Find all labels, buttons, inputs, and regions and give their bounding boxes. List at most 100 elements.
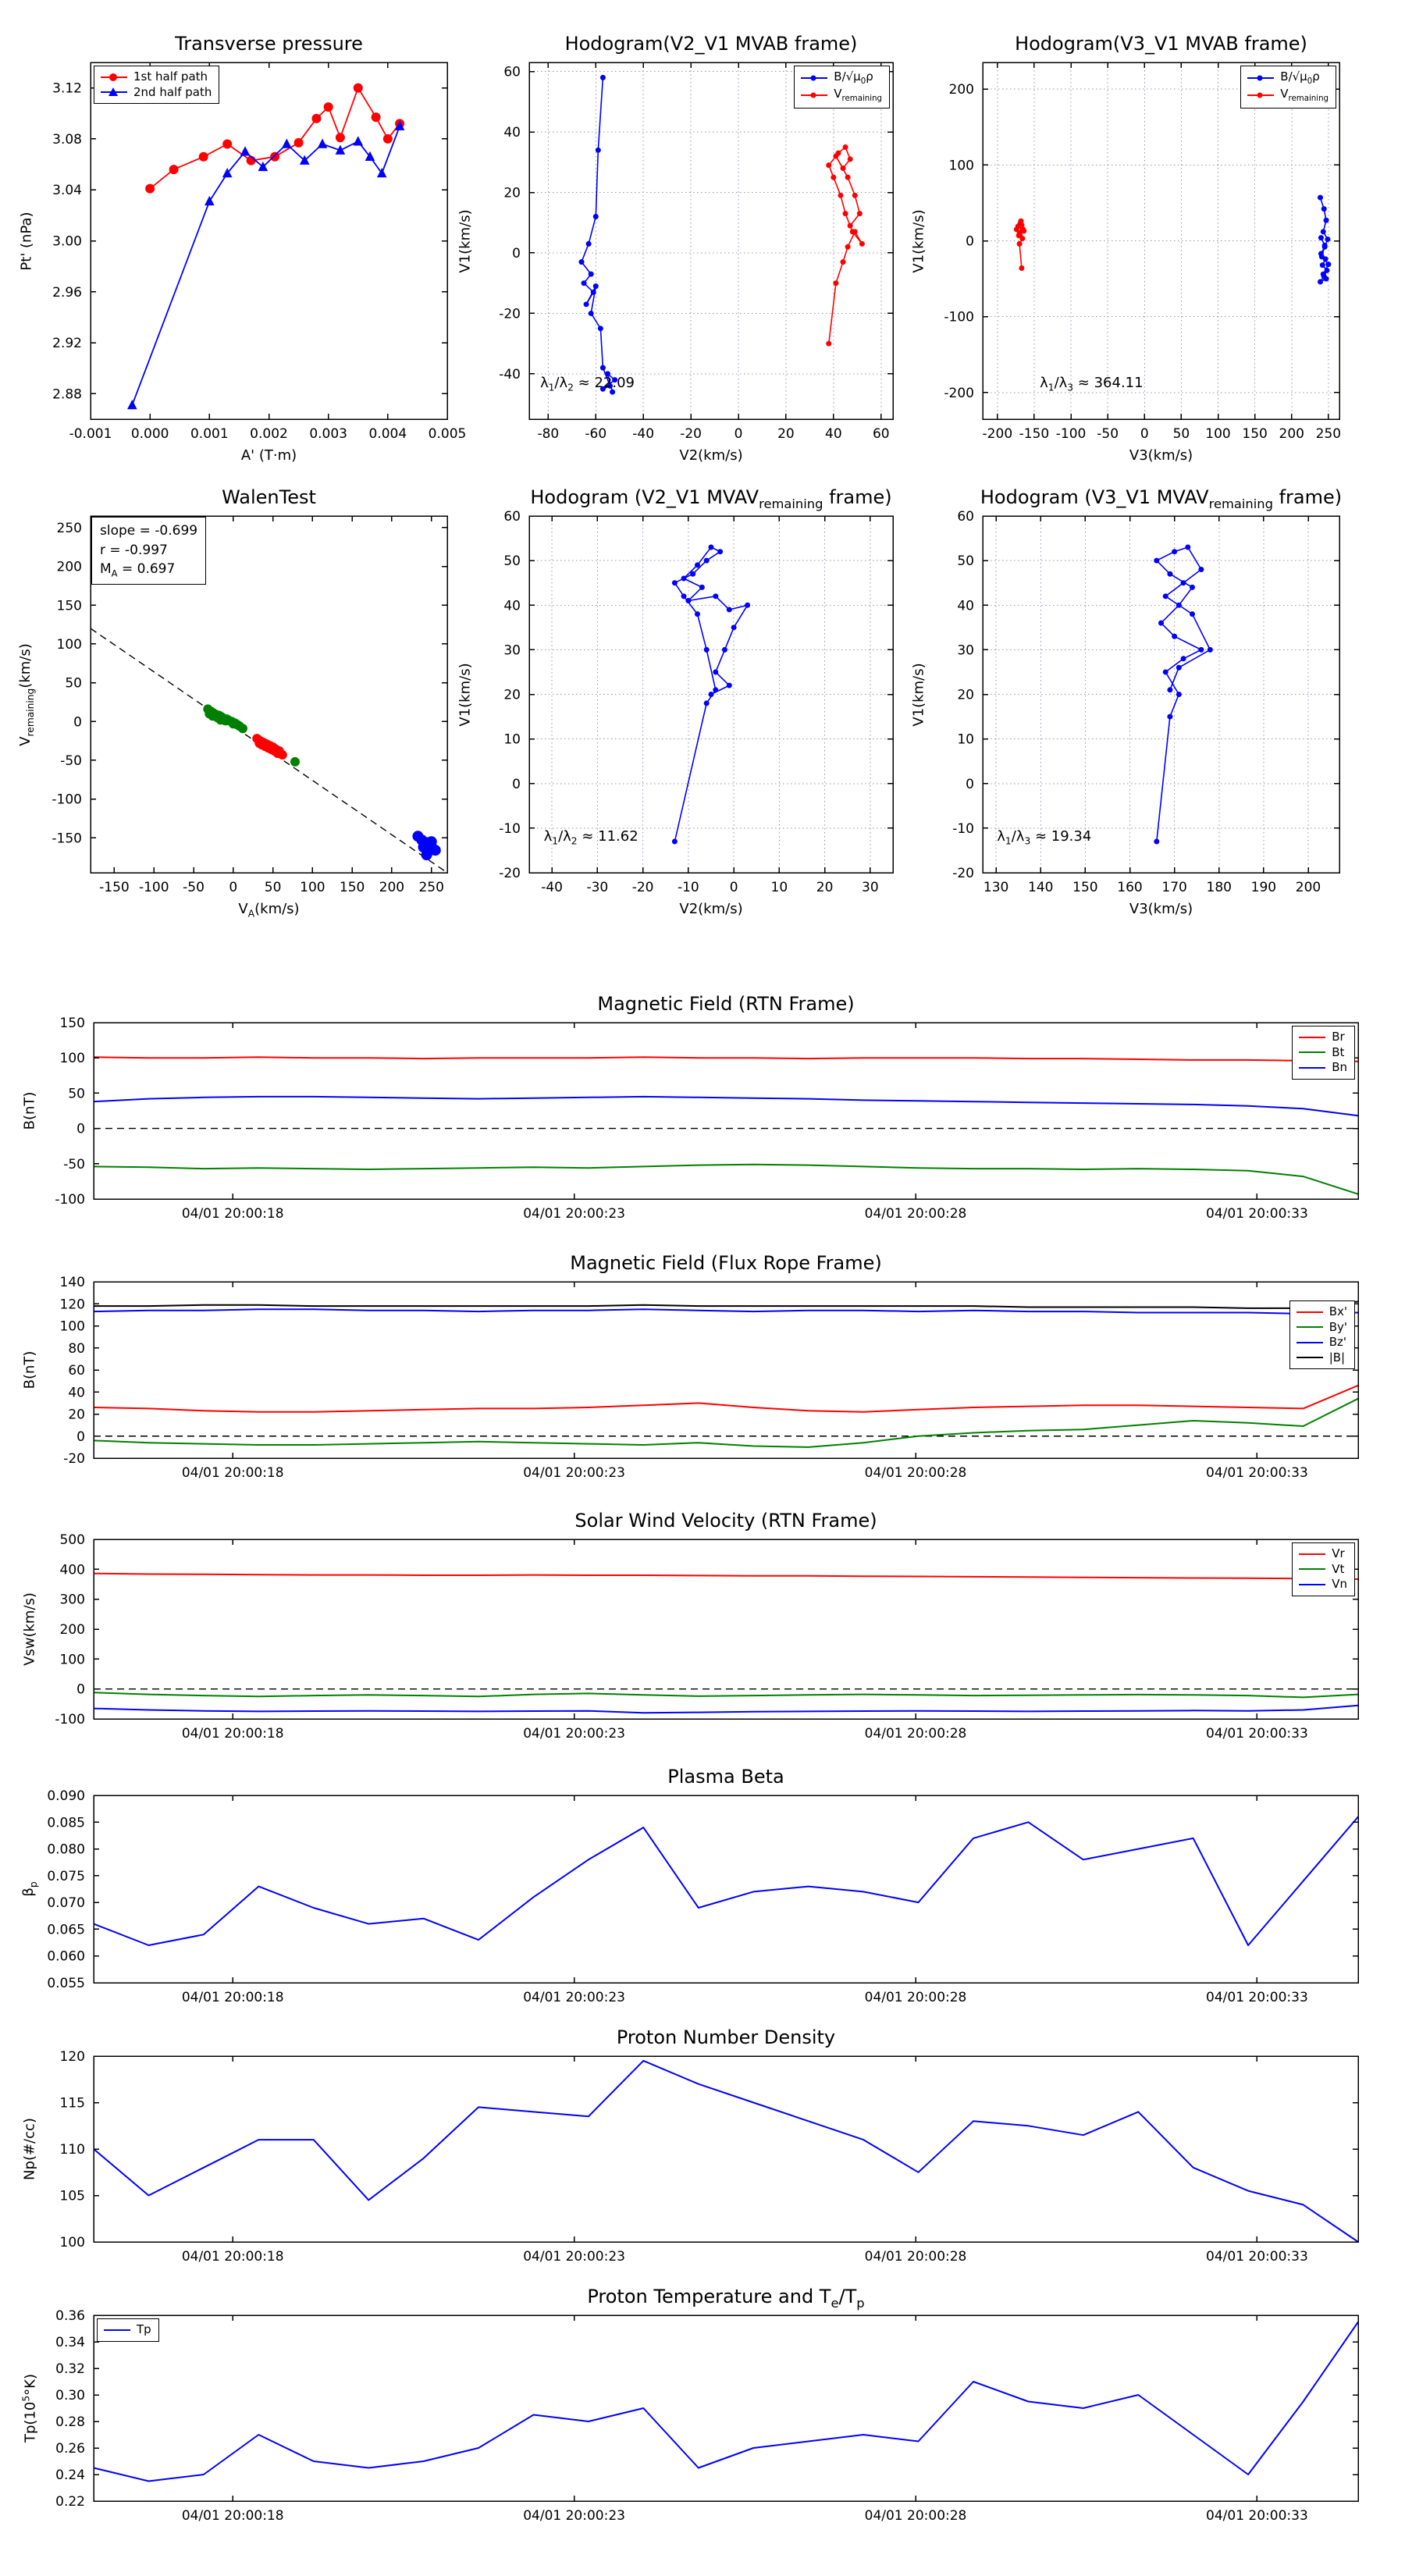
svg-text:-20: -20	[499, 306, 521, 322]
legend-line-icon	[1296, 1341, 1323, 1343]
series-second-half-path-markers	[127, 120, 405, 410]
legend-entry: 2nd half path	[99, 85, 212, 101]
axes-ticks: -200 -150 -100 -50 0 50 100 150 200 250 -200 -100 0 1…	[944, 62, 1341, 442]
legend-entry: 1st half path	[99, 69, 212, 85]
axes-ticks: 04/01 20:00:18 04/01 20:00:23 04/01 20:00:…	[55, 2308, 1358, 2524]
svg-text:04/01 20:00:18: 04/01 20:00:18	[182, 1206, 284, 1222]
axes-frame	[982, 515, 1340, 873]
svg-text:40: 40	[503, 598, 521, 614]
ylabel-hodogram-v2v1-mvab: V1(km/s)	[457, 208, 474, 273]
ylabel-plasma-beta: βp	[20, 1881, 39, 1897]
svg-text:-50: -50	[183, 880, 205, 895]
plot-transverse-pressure: -0.001 0.000 0.001 0.002 0.003 0.004 0.005 2.88…	[52, 62, 466, 442]
svg-text:0: 0	[76, 1429, 85, 1445]
legend-entry: Vt	[1297, 1562, 1347, 1578]
svg-text:-60: -60	[585, 426, 606, 442]
plot-plasma-beta: 04/01 20:00:18 04/01 20:00:23 04/01 20:00:…	[47, 1788, 1359, 2005]
xlabel-transverse-pressure: A' (T·m)	[240, 447, 297, 464]
svg-text:250: 250	[418, 880, 443, 895]
svg-text:-20: -20	[632, 880, 654, 895]
svg-text:180: 180	[1207, 880, 1232, 895]
axes-ticks: 04/01 20:00:18 04/01 20:00:23 04/01 20:00:…	[60, 1275, 1358, 1481]
svg-text:60: 60	[503, 65, 521, 80]
svg-text:30: 30	[957, 642, 974, 658]
axes-frame	[982, 62, 1340, 420]
legend-entry: |B|	[1295, 1350, 1347, 1366]
svg-text:-100: -100	[55, 1192, 85, 1208]
svg-text:0.085: 0.085	[47, 1815, 85, 1831]
title-mag-fluxrope: Magnetic Field (Flux Rope Frame)	[570, 1252, 882, 1274]
svg-text:-200: -200	[983, 426, 1013, 442]
ylabel-proton-temp: Tp(105°K)	[20, 2374, 39, 2443]
ylabel-vsw-rtn: Vsw(km/s)	[21, 1592, 38, 1666]
svg-text:100: 100	[60, 1051, 85, 1066]
legend-line-icon	[1299, 1568, 1326, 1571]
annotation-hodogram-v3v1-mvab-0: λ1/λ3 ≈ 364.11	[1040, 375, 1144, 393]
legend-transverse-pressure: 1st half path 2nd half path	[94, 66, 220, 104]
title-plasma-beta: Plasma Beta	[667, 1766, 784, 1788]
svg-text:30: 30	[503, 642, 521, 658]
svg-text:0.32: 0.32	[55, 2361, 85, 2377]
svg-text:04/01 20:00:18: 04/01 20:00:18	[182, 1465, 284, 1481]
svg-text:10: 10	[771, 880, 788, 895]
legend-label: Vremaining	[1280, 87, 1329, 104]
svg-text:150: 150	[340, 880, 365, 895]
svg-text:100: 100	[60, 2235, 85, 2250]
title-hodogram-v3v1-mvab: Hodogram(V3_V1 MVAB frame)	[1015, 33, 1307, 55]
svg-text:500: 500	[60, 1532, 85, 1548]
svg-text:0.075: 0.075	[47, 1869, 85, 1884]
xlabel-hodogram-v3v1-mvav: V3(km/s)	[1129, 901, 1193, 917]
legend-label: Br	[1332, 1030, 1345, 1044]
legend-label: Vt	[1332, 1561, 1345, 1576]
svg-text:40: 40	[957, 598, 974, 614]
svg-text:04/01 20:00:33: 04/01 20:00:33	[1206, 2508, 1308, 2524]
legend-entry: Vr	[1297, 1546, 1347, 1562]
legend-label: B/√μ0ρ	[834, 69, 873, 86]
series-b-over-sqrt-mu0rho-markers	[578, 74, 618, 395]
legend-label: Vr	[1332, 1546, 1345, 1560]
svg-text:-0.001: -0.001	[69, 426, 112, 442]
series-Bt	[93, 1163, 1359, 1195]
legend-line-icon	[101, 87, 127, 97]
series-walen-blue-markers	[412, 831, 441, 861]
svg-text:-100: -100	[1056, 426, 1087, 442]
annotation-hodogram-v3v1-mvav-0: λ1/λ3 ≈ 19.34	[997, 828, 1092, 847]
ylabel-mag-rtn: B(nT)	[21, 1091, 38, 1130]
svg-text:0: 0	[512, 777, 521, 792]
svg-text:150: 150	[60, 1016, 85, 1031]
svg-text:0.060: 0.060	[47, 1949, 85, 1965]
legend-line-icon	[104, 2329, 130, 2331]
series-Bn	[93, 1095, 1359, 1117]
svg-text:250: 250	[57, 521, 82, 536]
svg-text:-20: -20	[680, 426, 702, 442]
legend-label: Bz'	[1329, 1335, 1346, 1349]
series-v-path-markers	[1154, 544, 1213, 845]
svg-text:3.12: 3.12	[52, 81, 82, 97]
ylabel-hodogram-v3v1-mvab: V1(km/s)	[910, 208, 927, 273]
svg-text:150: 150	[1242, 426, 1267, 442]
svg-text:40: 40	[503, 125, 521, 141]
svg-text:40: 40	[825, 426, 842, 442]
annotation-hodogram-v2v1-mvav-0: λ1/λ2 ≈ 11.62	[543, 828, 638, 847]
svg-text:-10: -10	[678, 880, 699, 895]
legend-line-icon	[801, 75, 828, 81]
series-Np	[93, 2059, 1359, 2243]
series-b-over-sqrt-mu0rho	[581, 77, 616, 393]
svg-text:20: 20	[503, 186, 521, 201]
svg-text:-80: -80	[537, 426, 559, 442]
svg-text:190: 190	[1251, 880, 1276, 895]
svg-text:300: 300	[60, 1592, 85, 1608]
svg-text:-40: -40	[632, 426, 654, 442]
svg-text:250: 250	[1316, 426, 1341, 442]
legend-entry: Bz'	[1295, 1335, 1347, 1350]
svg-text:120: 120	[60, 1297, 85, 1312]
ylabel-hodogram-v2v1-mvav: V1(km/s)	[457, 662, 474, 727]
legend-label: Tp	[137, 2322, 151, 2336]
series-Vt	[93, 1692, 1359, 1699]
svg-text:20: 20	[816, 880, 834, 895]
axes-frame	[93, 1281, 1359, 1459]
svg-text:-20: -20	[499, 866, 521, 881]
svg-text:04/01 20:00:28: 04/01 20:00:28	[865, 1990, 967, 2005]
title-proton-temp: Proton Temperature and Te/Tp	[587, 2286, 865, 2311]
